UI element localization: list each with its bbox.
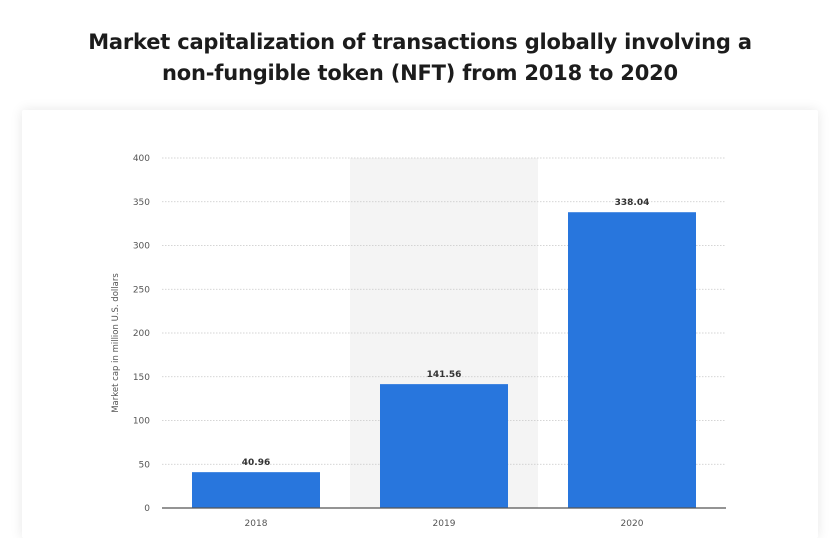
y-tick-label: 100 (133, 417, 150, 427)
bar-2019 (380, 384, 508, 508)
chart-card: 0 50 100 150 200 250 300 350 400 40.96 141.56 338.… (22, 110, 818, 538)
x-tick-label-2019: 2019 (433, 519, 456, 529)
y-tick-label: 200 (133, 329, 150, 339)
x-tick-label-2020: 2020 (621, 519, 644, 529)
y-tick-label: 400 (133, 154, 150, 164)
y-axis-title: Market cap in million U.S. dollars (111, 273, 121, 413)
data-label-2018: 40.96 (242, 458, 270, 468)
bar-chart: 0 50 100 150 200 250 300 350 400 40.96 141.56 338.… (111, 154, 726, 529)
data-label-2019: 141.56 (427, 370, 462, 380)
chart-title-line-1: Market capitalization of transactions gl… (88, 30, 752, 54)
bar-2018 (192, 472, 320, 508)
y-tick-label: 50 (139, 460, 151, 470)
data-labels: 40.96 141.56 338.04 (242, 198, 650, 468)
chart-title-line-2: non-fungible token (NFT) from 2018 to 20… (162, 61, 678, 85)
chart-title: Market capitalization of transactions gl… (40, 27, 800, 89)
bar-2020 (568, 212, 696, 508)
y-tick-label: 150 (133, 373, 150, 383)
y-tick-label: 250 (133, 285, 150, 295)
y-axis-ticks: 0 50 100 150 200 250 300 350 400 (133, 154, 150, 514)
y-tick-label: 300 (133, 242, 150, 252)
y-tick-label: 0 (144, 504, 150, 514)
y-tick-label: 350 (133, 198, 150, 208)
data-label-2020: 338.04 (615, 198, 650, 208)
x-tick-label-2018: 2018 (245, 519, 268, 529)
bars (192, 212, 696, 508)
x-axis-ticks: 2018 2019 2020 (245, 519, 644, 529)
